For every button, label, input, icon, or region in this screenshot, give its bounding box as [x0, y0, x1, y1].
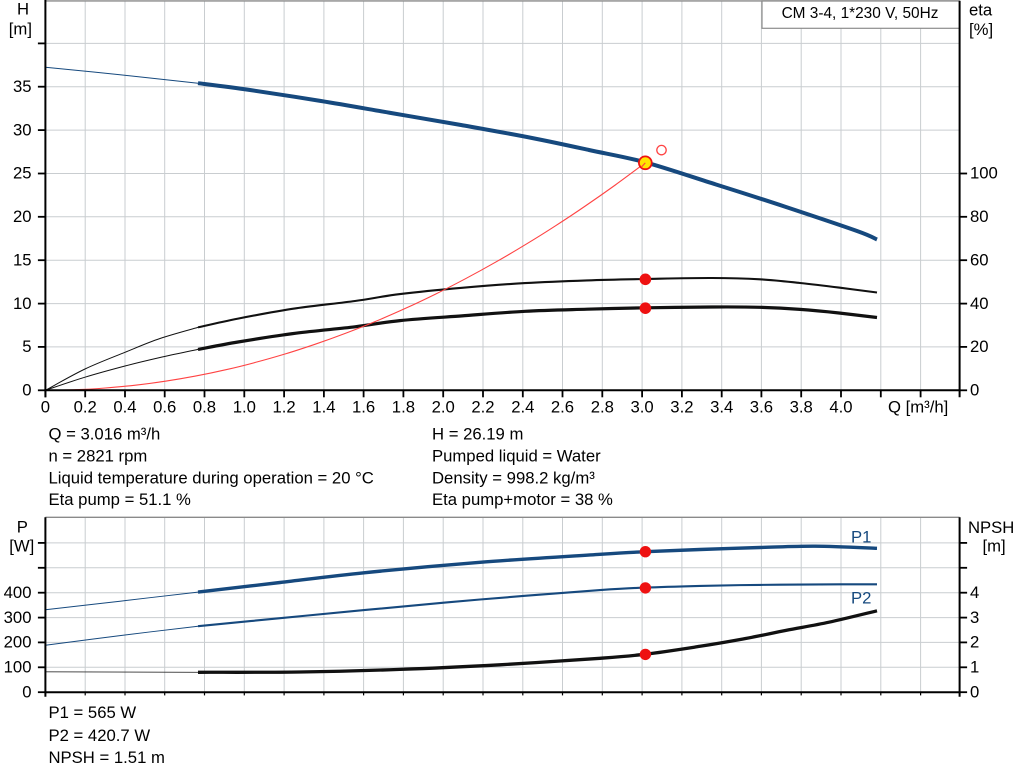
svg-text:4.0: 4.0	[829, 398, 852, 417]
svg-text:2.6: 2.6	[551, 398, 574, 417]
svg-text:1: 1	[970, 658, 979, 677]
svg-text:3.6: 3.6	[750, 398, 773, 417]
svg-text:2.4: 2.4	[511, 398, 534, 417]
svg-text:0: 0	[22, 381, 31, 400]
svg-text:100: 100	[970, 164, 998, 183]
svg-text:40: 40	[970, 294, 989, 313]
svg-text:0: 0	[22, 682, 31, 701]
svg-text:Q = 3.016 m³/h: Q = 3.016 m³/h	[49, 425, 161, 444]
svg-text:0.2: 0.2	[74, 398, 97, 417]
svg-text:Eta pump = 51.1 %: Eta pump = 51.1 %	[49, 490, 192, 509]
svg-text:NPSH = 1.51 m: NPSH = 1.51 m	[49, 748, 165, 767]
svg-text:P1: P1	[851, 527, 871, 546]
svg-text:3: 3	[970, 608, 979, 627]
svg-text:3.2: 3.2	[670, 398, 693, 417]
svg-text:P2: P2	[851, 589, 871, 608]
svg-text:4: 4	[970, 583, 979, 602]
svg-text:CM 3-4, 1*230 V, 50Hz: CM 3-4, 1*230 V, 50Hz	[782, 5, 939, 22]
svg-text:P1 = 565 W: P1 = 565 W	[49, 703, 137, 722]
svg-text:P2 = 420.7 W: P2 = 420.7 W	[49, 726, 151, 745]
svg-text:5: 5	[22, 337, 31, 356]
svg-text:2: 2	[970, 633, 979, 652]
svg-text:3.0: 3.0	[630, 398, 653, 417]
svg-text:80: 80	[970, 207, 989, 226]
svg-text:2.2: 2.2	[471, 398, 494, 417]
svg-text:NPSH: NPSH	[968, 518, 1014, 537]
svg-text:P: P	[17, 518, 28, 537]
svg-text:1.6: 1.6	[352, 398, 375, 417]
svg-text:2.8: 2.8	[591, 398, 614, 417]
svg-text:3.8: 3.8	[790, 398, 813, 417]
svg-text:400: 400	[4, 583, 32, 602]
svg-text:0.4: 0.4	[113, 398, 136, 417]
svg-text:200: 200	[4, 633, 32, 652]
svg-text:0: 0	[970, 381, 979, 400]
svg-text:1.4: 1.4	[312, 398, 335, 417]
svg-text:0.8: 0.8	[193, 398, 216, 417]
svg-text:1.0: 1.0	[233, 398, 256, 417]
svg-text:3.4: 3.4	[710, 398, 733, 417]
svg-text:60: 60	[970, 250, 989, 269]
svg-text:[m]: [m]	[9, 19, 32, 38]
svg-text:0.6: 0.6	[153, 398, 176, 417]
svg-text:20: 20	[13, 207, 32, 226]
svg-text:25: 25	[13, 164, 32, 183]
svg-text:20: 20	[970, 337, 989, 356]
svg-text:Eta pump+motor = 38 %: Eta pump+motor = 38 %	[432, 490, 613, 509]
svg-text:15: 15	[13, 250, 32, 269]
svg-text:1.2: 1.2	[272, 398, 295, 417]
svg-text:Density = 998.2 kg/m³: Density = 998.2 kg/m³	[432, 468, 595, 487]
svg-text:0: 0	[970, 682, 979, 701]
svg-text:Q [m³/h]: Q [m³/h]	[888, 398, 948, 417]
svg-text:1.8: 1.8	[392, 398, 415, 417]
svg-text:Liquid temperature during oper: Liquid temperature during operation = 20…	[49, 468, 374, 487]
svg-text:35: 35	[13, 77, 32, 96]
svg-text:2.0: 2.0	[432, 398, 455, 417]
svg-text:[W]: [W]	[9, 537, 34, 556]
svg-text:n = 2821 rpm: n = 2821 rpm	[49, 447, 148, 466]
svg-text:Pumped liquid = Water: Pumped liquid = Water	[432, 447, 601, 466]
svg-text:300: 300	[4, 608, 32, 627]
svg-text:0: 0	[41, 398, 50, 417]
svg-text:10: 10	[13, 294, 32, 313]
svg-text:H = 26.19 m: H = 26.19 m	[432, 425, 523, 444]
svg-text:30: 30	[13, 120, 32, 139]
svg-text:eta: eta	[969, 0, 993, 19]
svg-text:100: 100	[4, 658, 32, 677]
svg-text:[m]: [m]	[983, 537, 1006, 556]
svg-text:H: H	[17, 0, 29, 18]
svg-text:[%]: [%]	[969, 20, 993, 39]
